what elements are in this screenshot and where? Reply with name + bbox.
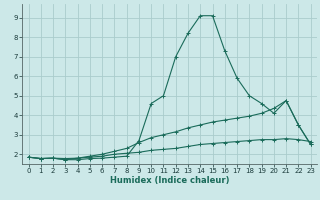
X-axis label: Humidex (Indice chaleur): Humidex (Indice chaleur) — [110, 176, 229, 185]
